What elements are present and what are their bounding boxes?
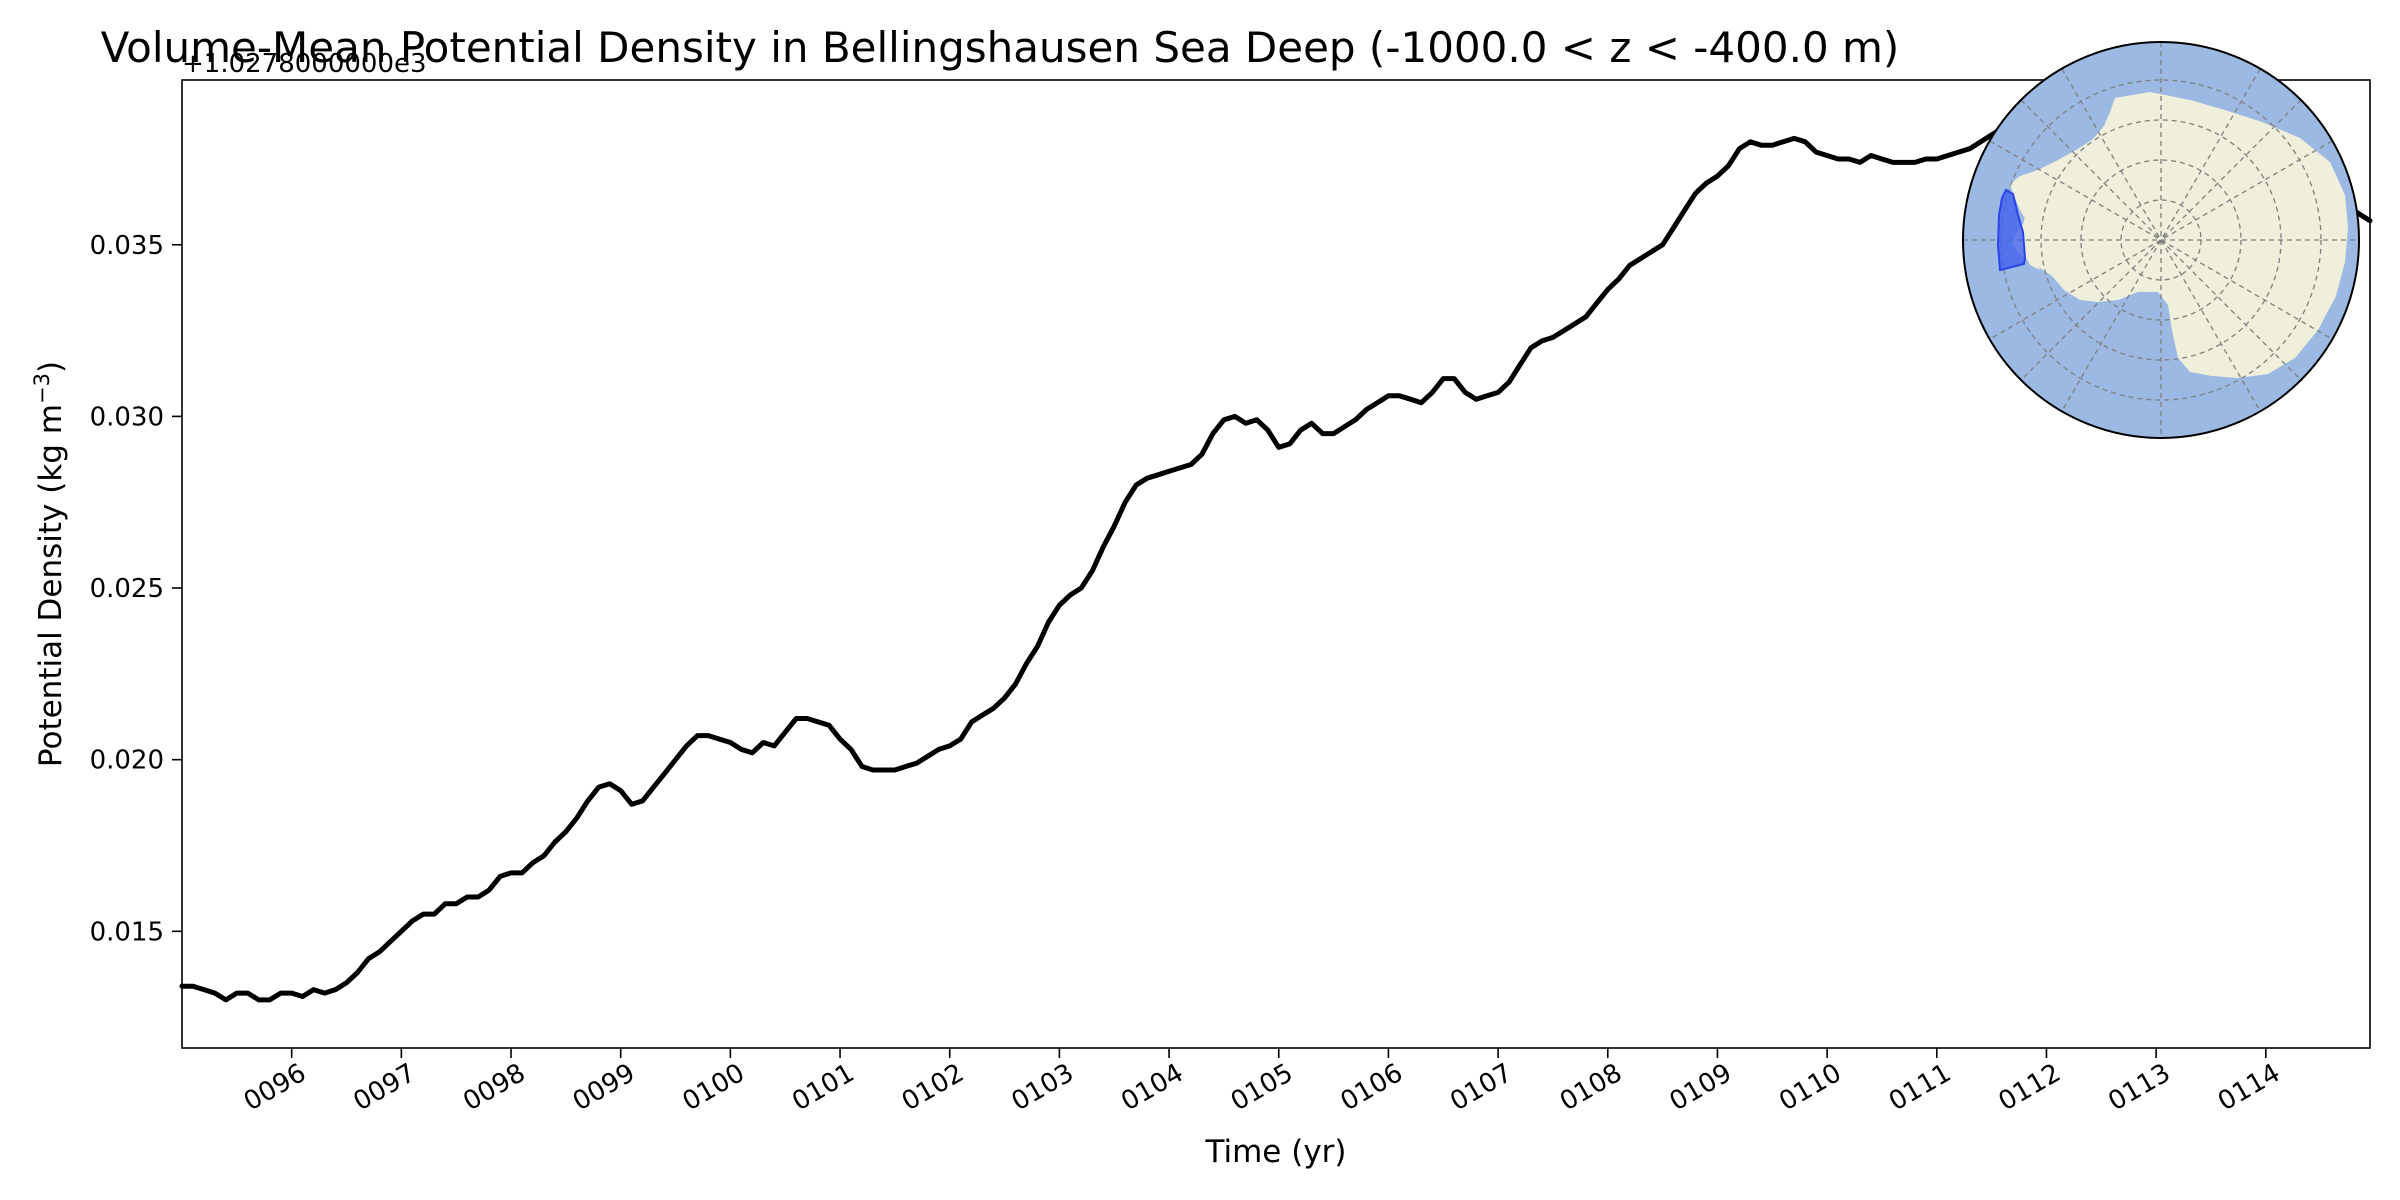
graticule	[1963, 42, 2359, 438]
x-axis-label: Time (yr)	[1205, 1134, 1347, 1170]
chart-title: Volume-Mean Potential Density in Belling…	[101, 23, 1900, 72]
axes-frame	[181, 79, 2371, 1049]
y-axis-label-main: Potential Density (kg m	[33, 404, 69, 767]
y-offset-text: +1.0278000000e3	[182, 49, 427, 79]
y-tick-label: 0.025	[90, 574, 164, 604]
y-axis-label: Potential Density (kg m−3)	[30, 361, 69, 767]
y-tick-label: 0.030	[90, 402, 164, 432]
globe-outline	[1962, 41, 2360, 439]
y-tick-label: 0.015	[90, 917, 164, 947]
y-tick-label: 0.035	[90, 231, 164, 261]
y-axis-ticks: 0.015 0.020 0.025 0.030 0.035	[90, 231, 182, 947]
y-axis-label-close: )	[33, 361, 69, 373]
bellingshausen-region	[1996, 188, 2027, 272]
inset-antarctica-map	[1962, 41, 2360, 439]
antarctica-land	[2010, 92, 2348, 378]
y-axis-label-superscript: −3	[30, 373, 54, 404]
y-tick-label: 0.020	[90, 746, 164, 776]
